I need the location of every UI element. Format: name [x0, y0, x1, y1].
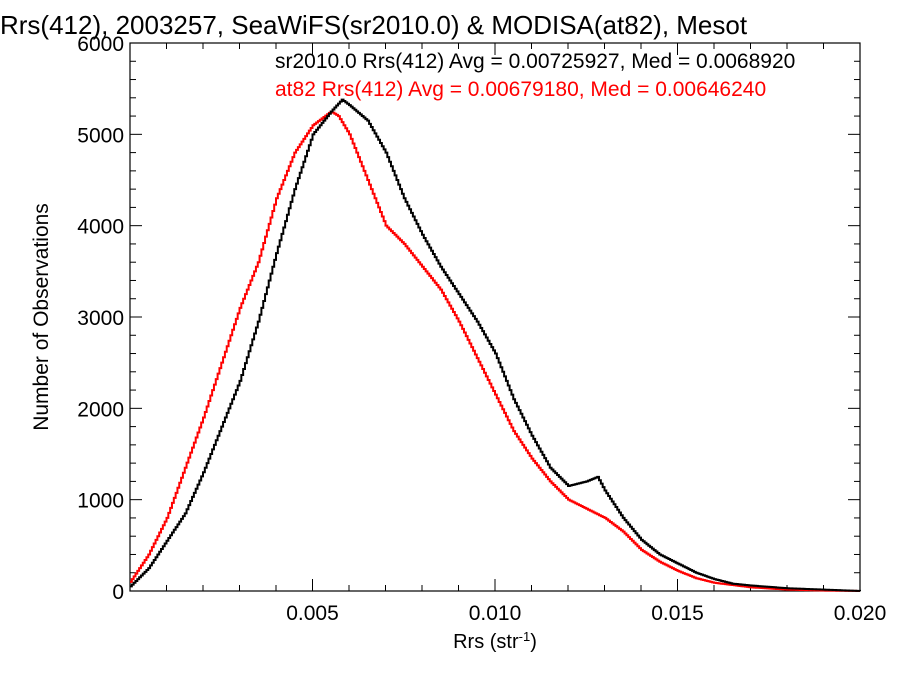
y-axis-label: Number of Observations	[30, 203, 53, 431]
series-at82-line	[130, 110, 861, 592]
series-layer	[130, 98, 861, 592]
y-tick-label: 6000	[77, 33, 124, 56]
annotation-sr2010: sr2010.0 Rrs(412) Avg = 0.00725927, Med …	[275, 50, 795, 73]
y-axis-tick-labels: 0 1000 2000 3000 4000 5000 6000	[77, 33, 124, 604]
y-axis-ticks	[130, 60, 860, 574]
annotation-at82: at82 Rrs(412) Avg = 0.00679180, Med = 0.…	[275, 78, 766, 101]
y-tick-label: 2000	[77, 398, 124, 421]
y-tick-label: 5000	[77, 124, 124, 147]
x-tick-label: 0.005	[286, 602, 339, 625]
plot-frame	[129, 42, 861, 592]
x-axis-tick-labels: 0.005 0.010 0.015 0.020	[286, 602, 886, 625]
x-axis-ticks	[166, 43, 824, 591]
x-axis-label: Rrs (str-1)	[453, 629, 537, 654]
x-tick-label: 0.020	[834, 602, 887, 625]
y-tick-label: 4000	[77, 216, 124, 239]
y-tick-label: 3000	[77, 307, 124, 330]
chart-title: Rrs(412), 2003257, SeaWiFS(sr2010.0) & M…	[0, 10, 748, 40]
x-tick-label: 0.015	[651, 602, 704, 625]
y-tick-label: 1000	[77, 490, 124, 513]
x-tick-label: 0.010	[469, 602, 522, 625]
y-tick-label: 0	[112, 581, 124, 604]
series-sr2010-line	[130, 98, 861, 592]
